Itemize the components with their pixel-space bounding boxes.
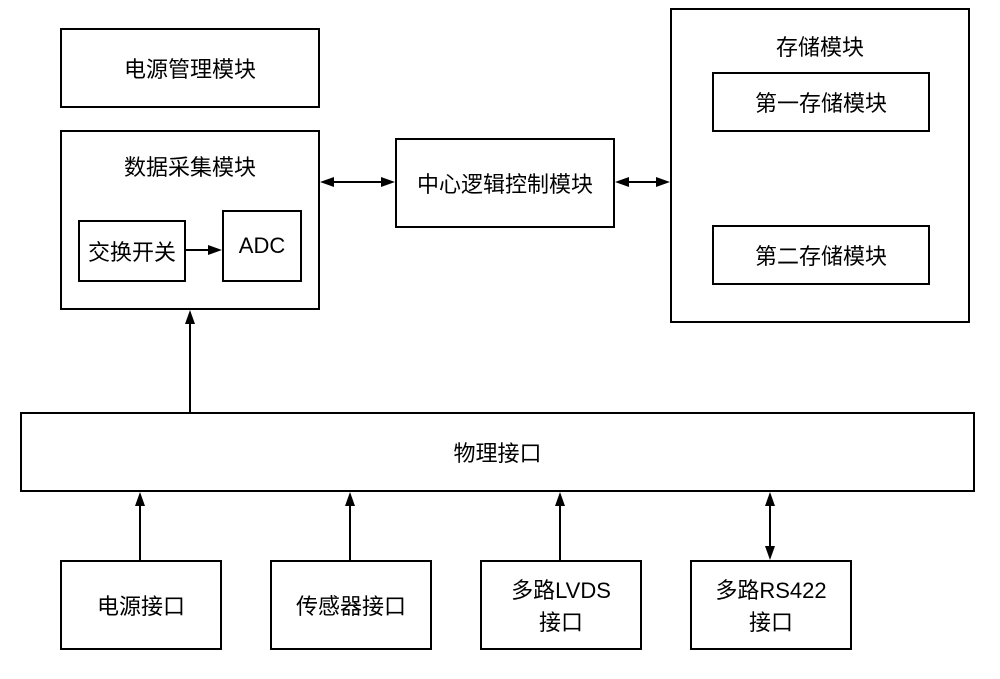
node-lvds-if: 多路LVDS接口 bbox=[480, 560, 642, 650]
node-rs422-if: 多路RS422接口 bbox=[690, 560, 852, 650]
node-power-if: 电源接口 bbox=[60, 560, 222, 650]
node-sensor-if: 传感器接口 bbox=[270, 560, 432, 650]
node-phys-if: 物理接口 bbox=[20, 412, 975, 492]
node-switch: 交换开关 bbox=[78, 220, 186, 282]
node-data-acq-label: 数据采集模块 bbox=[62, 150, 318, 182]
node-adc: ADC bbox=[222, 210, 302, 282]
node-storage2: 第二存储模块 bbox=[712, 225, 930, 285]
node-storage1: 第一存储模块 bbox=[712, 72, 930, 132]
node-storage-label: 存储模块 bbox=[672, 30, 968, 62]
node-power-mgmt: 电源管理模块 bbox=[60, 28, 320, 108]
node-center-logic: 中心逻辑控制模块 bbox=[395, 138, 615, 228]
